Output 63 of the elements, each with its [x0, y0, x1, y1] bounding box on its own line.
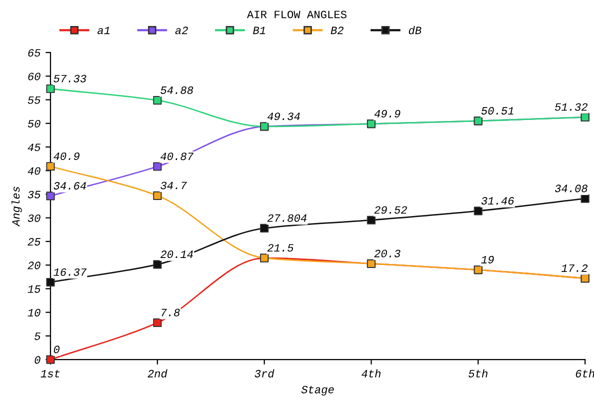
x-tick-label: 1st — [40, 370, 60, 378]
x-tick-label: 2nd — [148, 369, 168, 378]
chart-title: AIR FLOW ANGLES — [246, 10, 346, 18]
data-label: 21.5 — [267, 244, 294, 252]
data-label: 20.3 — [374, 250, 400, 258]
point — [153, 318, 162, 328]
data-label: 34.08 — [555, 184, 588, 192]
x-tick-label: 5th — [468, 369, 488, 378]
y-tick-label: 15 — [28, 285, 40, 293]
data-label: 34.7 — [160, 182, 187, 190]
data-label: 49.9 — [374, 110, 400, 118]
y-tick-label: 0 — [34, 356, 40, 364]
point — [153, 260, 162, 269]
data-label: 57.33 — [54, 74, 86, 82]
y-tick-label: 5 — [34, 332, 40, 340]
y-tick-label: 50 — [28, 120, 40, 128]
data-label: 50.51 — [481, 107, 514, 115]
data-label: 40.87 — [160, 152, 194, 160]
data-label: 20.14 — [160, 250, 193, 258]
y-tick-label: 55 — [28, 96, 40, 104]
legend-label: a2 — [175, 26, 188, 34]
data-label: 49.34 — [267, 112, 300, 120]
y-tick-label: 25 — [28, 238, 40, 246]
point — [46, 192, 55, 200]
data-label: 16.37 — [54, 268, 87, 276]
x-tick-label: 6th — [576, 369, 594, 378]
point — [366, 216, 376, 224]
point — [153, 96, 162, 105]
data-label: 29.52 — [374, 206, 407, 214]
point — [46, 162, 55, 171]
data-label: 7.8 — [162, 308, 180, 316]
data-label: 0 — [54, 346, 60, 354]
x-tick-label: 3rd — [254, 369, 274, 378]
y-tick-label: 10 — [28, 308, 40, 316]
y-tick-label: 30 — [28, 214, 40, 222]
data-label: 34.64 — [54, 182, 86, 190]
y-tick-label: 65 — [28, 49, 40, 57]
point — [474, 206, 482, 216]
y-tick-label: 45 — [28, 144, 40, 152]
legend-label: B2 — [330, 26, 344, 34]
point — [260, 224, 269, 233]
legend-label: B1 — [253, 26, 266, 34]
data-label: 54.88 — [160, 86, 194, 94]
legend-label: a1 — [98, 26, 110, 34]
y-tick-label: 20 — [28, 262, 40, 270]
data-label: 51.32 — [554, 103, 588, 111]
y-tick-label: 35 — [28, 190, 40, 198]
data-label: 17.2 — [561, 264, 588, 272]
point — [580, 194, 590, 203]
point — [46, 278, 55, 287]
data-label: 19 — [481, 256, 494, 264]
y-tick-label: 40 — [28, 167, 40, 175]
point — [153, 162, 162, 171]
legend-label: dB — [408, 26, 422, 34]
x-axis-title: Stage — [301, 386, 334, 396]
point — [46, 84, 55, 94]
point — [153, 191, 162, 200]
data-label: 27.804 — [267, 214, 306, 222]
data-label: 40.9 — [54, 152, 80, 160]
x-tick-label: 4th — [362, 369, 381, 378]
y-axis-title: Angles — [12, 186, 22, 227]
data-label: 31.46 — [481, 197, 514, 205]
y-tick-label: 60 — [28, 72, 40, 80]
